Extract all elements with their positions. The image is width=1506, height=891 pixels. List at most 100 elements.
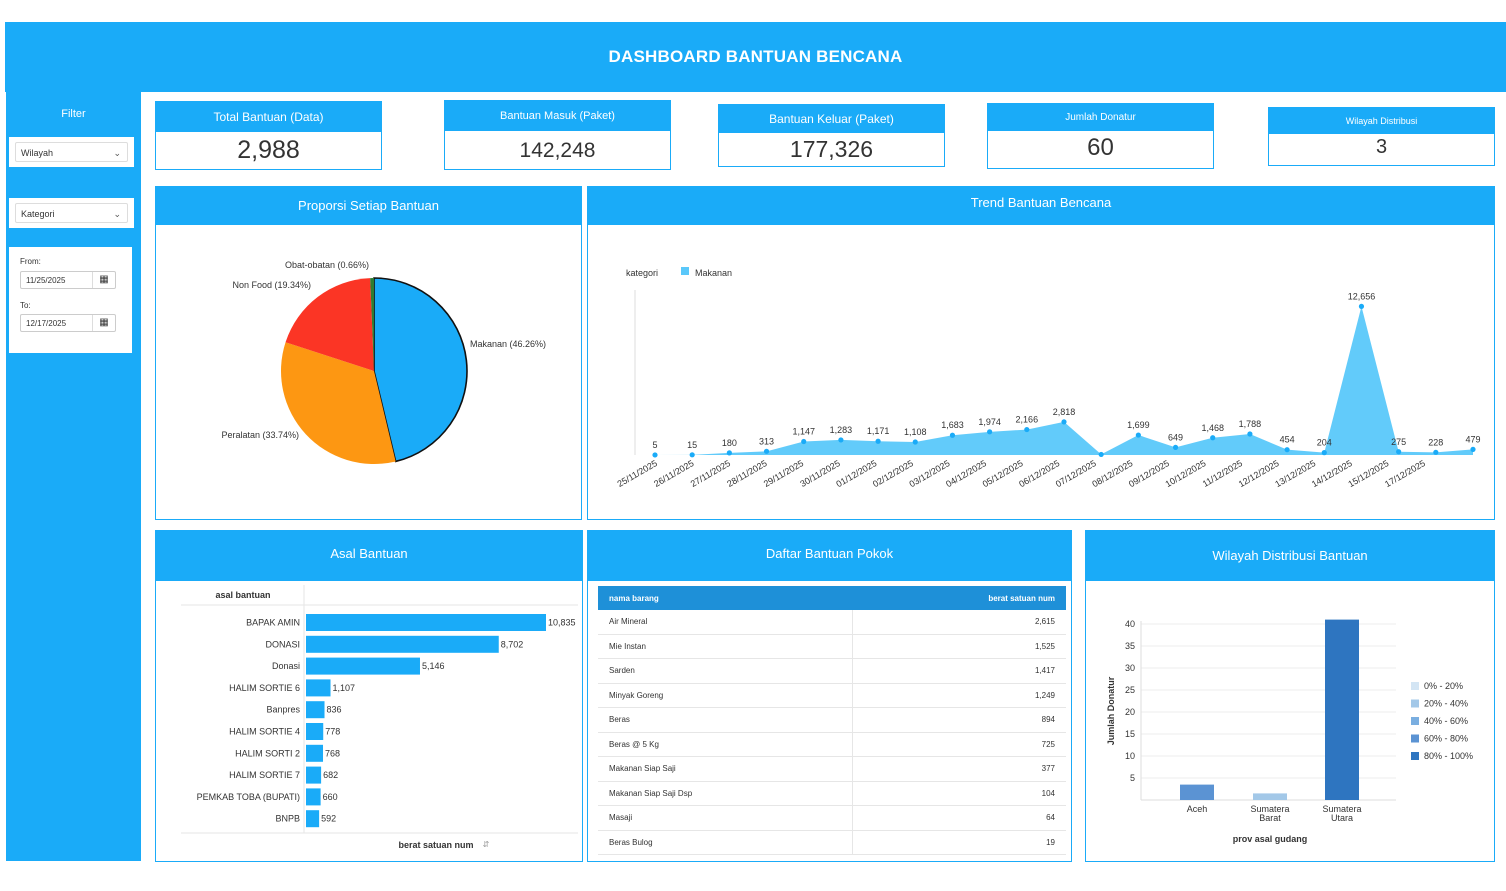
trend-point[interactable]: [949, 432, 956, 438]
cell-nama-barang: Air Mineral: [598, 610, 853, 635]
trend-point[interactable]: [726, 450, 732, 456]
cell-berat: 725: [851, 732, 1066, 757]
trend-point[interactable]: [1321, 450, 1327, 456]
trend-point[interactable]: [763, 448, 770, 454]
table-row[interactable]: Sarden 1,417: [598, 658, 1066, 684]
table-row[interactable]: Makanan Siap Saji 377: [598, 756, 1066, 782]
trend-point[interactable]: [1433, 449, 1439, 455]
to-date-input[interactable]: 12/17/2025 ▦: [20, 314, 116, 332]
trend-point[interactable]: [912, 439, 918, 445]
table-row[interactable]: Beras @ 5 Kg 725: [598, 732, 1066, 757]
bar[interactable]: [306, 766, 322, 784]
daftar-bantuan-panel: Daftar Bantuan Pokok nama barang berat s…: [587, 530, 1072, 862]
cell-berat: 64: [851, 805, 1066, 831]
trend-point[interactable]: [1396, 449, 1402, 455]
y-axis-title: asal bantuan: [215, 590, 270, 600]
trend-point[interactable]: [1098, 451, 1104, 458]
wilayah-select-value: Wilayah: [21, 148, 54, 158]
trend-point[interactable]: [1470, 446, 1476, 452]
bar-category-label: HALIM SORTIE 4: [229, 727, 300, 737]
table-row[interactable]: Mie Instan 1,525: [598, 634, 1066, 659]
pie-slice[interactable]: [373, 277, 468, 463]
column-header-nama[interactable]: nama barang: [598, 586, 853, 610]
trend-point[interactable]: [1247, 431, 1253, 437]
wilayah-distribusi-title: Wilayah Distribusi Bantuan: [1086, 531, 1494, 581]
pie-slice[interactable]: [281, 342, 396, 464]
dashboard-title: DASHBOARD BANTUAN BENCANA: [608, 47, 903, 66]
table-body: Air Mineral 2,615 Mie Instan 1,525 Sarden 1,4…: [598, 610, 1066, 855]
table-row[interactable]: Minyak Goreng 1,249: [598, 683, 1066, 708]
bar[interactable]: [306, 744, 324, 762]
pie-slice[interactable]: [370, 278, 374, 371]
asal-bantuan-chart: asal bantuan BAPAK AMIN 10,835 DONASI 8,702 D…: [181, 585, 578, 850]
trend-point[interactable]: [1358, 303, 1365, 309]
cell-nama-barang: Beras: [598, 707, 853, 733]
table-row[interactable]: Masaji 64: [598, 805, 1066, 831]
to-label: To:: [20, 301, 31, 310]
bar[interactable]: [1253, 793, 1287, 800]
trend-point[interactable]: [689, 452, 695, 458]
trend-point[interactable]: [875, 438, 881, 444]
trend-point[interactable]: [1210, 435, 1216, 441]
bar[interactable]: [306, 657, 420, 675]
filter-sidebar: Filter Wilayah ⌄ Kategori ⌄ From: 11/25/…: [6, 92, 141, 861]
trend-point[interactable]: [652, 452, 658, 458]
trend-point[interactable]: [1284, 447, 1290, 453]
bar[interactable]: [306, 810, 320, 828]
x-tick-label: 03/12/2025: [908, 458, 952, 489]
bar[interactable]: [306, 701, 325, 719]
trend-point[interactable]: [1024, 426, 1030, 433]
x-tick-label: 02/12/2025: [871, 458, 915, 489]
bar[interactable]: [306, 635, 499, 653]
x-tick-label: 13/12/2025: [1273, 458, 1317, 489]
column-header-berat[interactable]: berat satuan num: [852, 586, 1066, 610]
legend-swatch: [1411, 682, 1419, 690]
y-tick-label: 30: [1125, 663, 1135, 673]
wilayah-select[interactable]: Wilayah ⌄: [15, 142, 128, 162]
asal-bantuan-panel: Asal Bantuan asal bantuan BAPAK AMIN 10,83…: [155, 530, 583, 862]
trend-point[interactable]: [838, 437, 844, 443]
trend-point[interactable]: [1172, 444, 1179, 450]
trend-chart: kategori Makanan 5 15 180 313 1,147 1,283 1,171 1…: [616, 267, 1481, 489]
bar[interactable]: [306, 614, 546, 631]
kategori-filter-box: Kategori ⌄: [9, 198, 134, 228]
kategori-select[interactable]: Kategori ⌄: [15, 203, 128, 223]
pie-slice[interactable]: [285, 278, 374, 371]
x-tick-label: 29/11/2025: [762, 458, 805, 489]
pie-slice-label: Obat-obatan (0.66%): [285, 260, 369, 270]
trend-point[interactable]: [801, 438, 807, 445]
trend-point[interactable]: [987, 429, 993, 435]
table-row[interactable]: Makanan Siap Saji Dsp 104: [598, 781, 1066, 806]
cell-nama-barang: Masaji: [598, 805, 853, 831]
y-tick-label: 25: [1125, 685, 1135, 695]
trend-data-label: 1,108: [904, 427, 927, 437]
calendar-icon[interactable]: ▦: [92, 315, 115, 331]
trend-data-label: 5: [652, 440, 657, 450]
table-row[interactable]: Beras Bulog 19: [598, 830, 1066, 855]
bar[interactable]: [306, 723, 324, 740]
to-date-value: 12/17/2025: [26, 319, 67, 328]
trend-point[interactable]: [1135, 432, 1141, 438]
bar-value-label: 768: [325, 748, 340, 758]
bar[interactable]: [1325, 619, 1359, 800]
legend-label: 80% - 100%: [1424, 751, 1473, 761]
table-row[interactable]: Beras 894: [598, 707, 1066, 733]
kpi-label: Bantuan Masuk (Paket): [445, 101, 670, 131]
bar-value-label: 5,146: [422, 661, 445, 671]
x-tick-label: 10/12/2025: [1164, 458, 1208, 489]
trend-data-label: 479: [1465, 434, 1480, 444]
y-tick-label: 40: [1125, 619, 1135, 629]
bar[interactable]: [306, 679, 331, 697]
pie-slice-label: Non Food (19.34%): [232, 280, 311, 290]
trend-data-label: 1,147: [792, 427, 815, 437]
sort-icon[interactable]: ⇵: [483, 840, 490, 849]
table-row[interactable]: Air Mineral 2,615: [598, 610, 1066, 635]
from-date-input[interactable]: 11/25/2025 ▦: [20, 271, 116, 289]
bar[interactable]: [1180, 784, 1214, 800]
legend-label: Makanan: [695, 268, 732, 278]
bar[interactable]: [306, 788, 321, 806]
x-tick-label: 05/12/2025: [981, 458, 1025, 489]
calendar-icon[interactable]: ▦: [92, 272, 115, 288]
trend-point[interactable]: [1061, 419, 1067, 425]
bar-category-label: BAPAK AMIN: [246, 618, 300, 628]
